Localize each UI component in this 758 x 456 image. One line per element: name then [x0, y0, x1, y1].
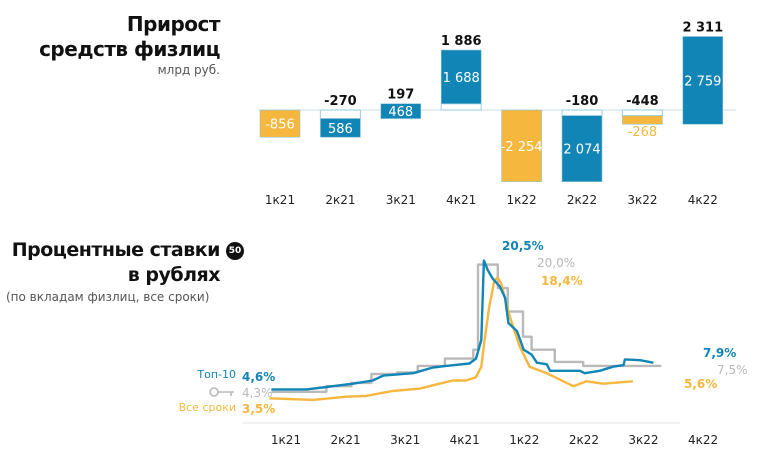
annotation-yellow-peak: 18,4%	[541, 274, 583, 288]
bar-segment-blue	[440, 49, 482, 105]
annotation-blue-start: 4,6%	[242, 370, 275, 384]
bar-segment-yellow	[501, 109, 542, 182]
x-tick-label: 4к21	[450, 433, 480, 447]
bar-chart: -856 1к21 586 -270 2к21 468 197 3к21 1 688 1 886 4…	[258, 21, 736, 207]
x-tick-label: 2к21	[331, 433, 361, 447]
line-chart-title: Процентные ставки в рублях	[11, 239, 221, 286]
x-tick-label: 3к22	[628, 433, 658, 447]
bar-segment-label: -268	[628, 125, 658, 140]
x-tick-label: 3к21	[390, 433, 420, 447]
bar-segment-white	[319, 109, 361, 120]
annotation-gray-peak: 20,0%	[537, 256, 575, 270]
footnote-badge: 50	[226, 242, 244, 260]
bar-total-label: 2 311	[682, 21, 723, 36]
key-icon	[209, 387, 234, 397]
bar-unit-label: млрд руб.	[157, 63, 220, 77]
x-tick-label: 3к21	[386, 193, 416, 207]
x-tick-label: 2к22	[567, 193, 597, 207]
x-tick-label: 1к21	[271, 433, 301, 447]
line-annotations: 20,5% 20,0% 18,4% 7,9% 7,5% 5,6% 4,6% 4,…	[242, 239, 748, 416]
bar-segment-label: -2 254	[501, 140, 543, 155]
bar-segment-white	[440, 103, 482, 111]
bar-segment-blue	[682, 36, 724, 125]
bar-segment-white	[621, 109, 664, 117]
x-tick-label: 1к22	[509, 433, 539, 447]
bar-segment-blue	[380, 103, 422, 119]
annotation-yellow-start: 3,5%	[242, 402, 275, 416]
x-tick-label: 1к22	[507, 193, 537, 207]
line-subtitle: (по вкладам физлиц, все сроки)	[6, 290, 210, 304]
bar-segment-white	[561, 109, 603, 117]
annotation-yellow-end: 5,6%	[684, 377, 717, 391]
x-tick-label: 2к22	[569, 433, 599, 447]
series-line-yellow	[269, 276, 633, 402]
bar-segment-label: 2 759	[684, 74, 721, 89]
x-tick-label: 4к22	[688, 193, 718, 207]
bar-total-label: 1 886	[441, 34, 482, 49]
x-tick-label: 1к21	[265, 193, 295, 207]
annotation-gray-start: 4,3%	[242, 386, 273, 400]
bar-total-label: -270	[324, 94, 357, 109]
bar-title-line1: Прирост	[126, 12, 221, 36]
bar-title-line2: средств физлиц	[39, 37, 220, 61]
bar-total-label: -180	[566, 94, 599, 109]
bar-segment-blue	[561, 115, 603, 182]
series-line-gray	[271, 263, 662, 393]
legend: Топ-10 Все сроки	[179, 368, 236, 414]
bar-segment-yellow	[622, 115, 663, 125]
x-tick-label: 2к21	[325, 193, 355, 207]
annotation-gray-end: 7,5%	[717, 363, 748, 377]
x-tick-label: 4к22	[688, 433, 718, 447]
line-chart: 1к21 2к21 3к21 4к21 1к22 2к22 3к22 4к22	[242, 259, 718, 447]
legend-all-terms: Все сроки	[179, 401, 236, 414]
bar-segment-blue	[320, 118, 361, 138]
x-tick-label: 3к22	[627, 193, 657, 207]
bar-segment-yellow	[259, 109, 301, 138]
x-tick-label: 4к21	[446, 193, 476, 207]
bar-total-label: 197	[387, 88, 414, 103]
bar-chart-title: Прирост средств физлиц	[39, 12, 220, 62]
bar-segment-label: 468	[388, 105, 413, 120]
bar-segment-label: -856	[265, 118, 295, 133]
bar-segment-label: 2 074	[563, 143, 600, 158]
bar-segment-label: 586	[328, 122, 353, 137]
legend-top10: Топ-10	[196, 368, 236, 381]
bar-segment-label: 1 688	[443, 71, 480, 86]
annotation-blue-peak: 20,5%	[502, 239, 544, 253]
annotation-blue-end: 7,9%	[703, 346, 736, 360]
series-line-blue	[271, 259, 654, 391]
bar-total-label: -448	[626, 94, 659, 109]
